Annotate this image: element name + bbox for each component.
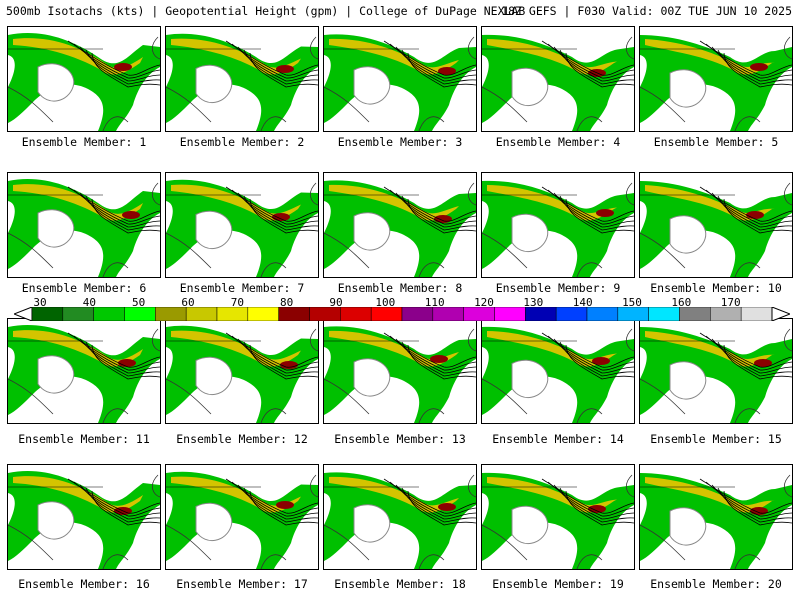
member-map-7 <box>165 172 319 278</box>
member-map-4 <box>481 26 635 132</box>
colorbar-bin <box>463 307 495 321</box>
colorbar-bin <box>740 307 773 321</box>
member-map-1 <box>7 26 161 132</box>
colorbar-bin <box>432 307 464 321</box>
member-map-12 <box>165 318 319 424</box>
colorbar-tick: 120 <box>474 296 494 309</box>
member-map-20 <box>639 464 793 570</box>
member-map-6 <box>7 172 161 278</box>
colorbar-bin <box>710 307 742 321</box>
colorbar-bin <box>370 307 403 321</box>
member-label-11: Ensemble Member: 11 <box>18 432 150 446</box>
colorbar-bin <box>555 307 588 321</box>
member-map-9 <box>481 172 635 278</box>
member-map-17 <box>165 464 319 570</box>
colorbar-bin <box>340 307 372 321</box>
colorbar-bin <box>525 307 557 321</box>
colorbar-tick: 70 <box>230 296 244 309</box>
colorbar-bin <box>93 307 125 321</box>
colorbar-tick: 30 <box>33 296 47 309</box>
colorbar-bin <box>309 307 341 321</box>
colorbar-left-arrow <box>14 307 33 321</box>
member-label-10: Ensemble Member: 10 <box>650 281 782 295</box>
member-map-3 <box>323 26 477 132</box>
colorbar-tick: 100 <box>375 296 396 309</box>
colorbar-tick: 150 <box>622 296 642 309</box>
member-label-5: Ensemble Member: 5 <box>653 135 779 149</box>
colorbar-tick: 80 <box>280 296 294 309</box>
member-map-11 <box>7 318 161 424</box>
member-label-12: Ensemble Member: 12 <box>176 432 308 446</box>
member-label-6: Ensemble Member: 6 <box>21 281 147 295</box>
colorbar-bin <box>216 307 249 321</box>
member-label-4: Ensemble Member: 4 <box>495 135 621 149</box>
colorbar-right-arrow <box>771 307 790 321</box>
colorbar-bin <box>62 307 94 321</box>
chart-title: 500mb Isotachs (kts) | Geopotential Heig… <box>6 4 526 18</box>
member-label-14: Ensemble Member: 14 <box>492 432 624 446</box>
isotach-colorbar <box>14 307 790 321</box>
member-map-8 <box>323 172 477 278</box>
colorbar-bin <box>155 307 187 321</box>
colorbar-bin <box>586 307 619 321</box>
run-info: 18Z GEFS | F030 Valid: 00Z TUE JUN 10 20… <box>501 4 792 18</box>
colorbar-bin <box>401 307 434 321</box>
colorbar-tick: 40 <box>82 296 96 309</box>
member-label-18: Ensemble Member: 18 <box>334 577 466 591</box>
colorbar-bin <box>494 307 526 321</box>
member-map-19 <box>481 464 635 570</box>
member-label-9: Ensemble Member: 9 <box>495 281 621 295</box>
colorbar-bin <box>31 307 64 321</box>
colorbar-bin <box>617 307 649 321</box>
colorbar-tick: 170 <box>720 296 741 309</box>
colorbar-tick: 90 <box>329 296 343 309</box>
member-map-14 <box>481 318 635 424</box>
member-map-13 <box>323 318 477 424</box>
member-label-17: Ensemble Member: 17 <box>176 577 308 591</box>
member-label-2: Ensemble Member: 2 <box>179 135 305 149</box>
member-label-20: Ensemble Member: 20 <box>650 577 782 591</box>
colorbar-bin <box>247 307 279 321</box>
member-label-15: Ensemble Member: 15 <box>650 432 782 446</box>
member-map-5 <box>639 26 793 132</box>
colorbar-bin <box>679 307 711 321</box>
colorbar-bin <box>648 307 680 321</box>
member-map-10 <box>639 172 793 278</box>
colorbar-tick: 160 <box>671 296 692 309</box>
colorbar-tick: 110 <box>424 296 445 309</box>
colorbar-tick: 50 <box>132 296 146 309</box>
colorbar-bin <box>185 307 218 321</box>
member-map-2 <box>165 26 319 132</box>
member-label-16: Ensemble Member: 16 <box>18 577 150 591</box>
member-label-19: Ensemble Member: 19 <box>492 577 624 591</box>
member-map-16 <box>7 464 161 570</box>
member-label-13: Ensemble Member: 13 <box>334 432 466 446</box>
member-label-3: Ensemble Member: 3 <box>337 135 463 149</box>
member-label-7: Ensemble Member: 7 <box>179 281 305 295</box>
member-label-8: Ensemble Member: 8 <box>337 281 463 295</box>
colorbar-bin <box>278 307 310 321</box>
colorbar-tick: 140 <box>572 296 593 309</box>
member-label-1: Ensemble Member: 1 <box>21 135 147 149</box>
member-map-18 <box>323 464 477 570</box>
colorbar-tick: 130 <box>523 296 544 309</box>
colorbar-bin <box>124 307 156 321</box>
colorbar-tick: 60 <box>181 296 195 309</box>
member-map-15 <box>639 318 793 424</box>
